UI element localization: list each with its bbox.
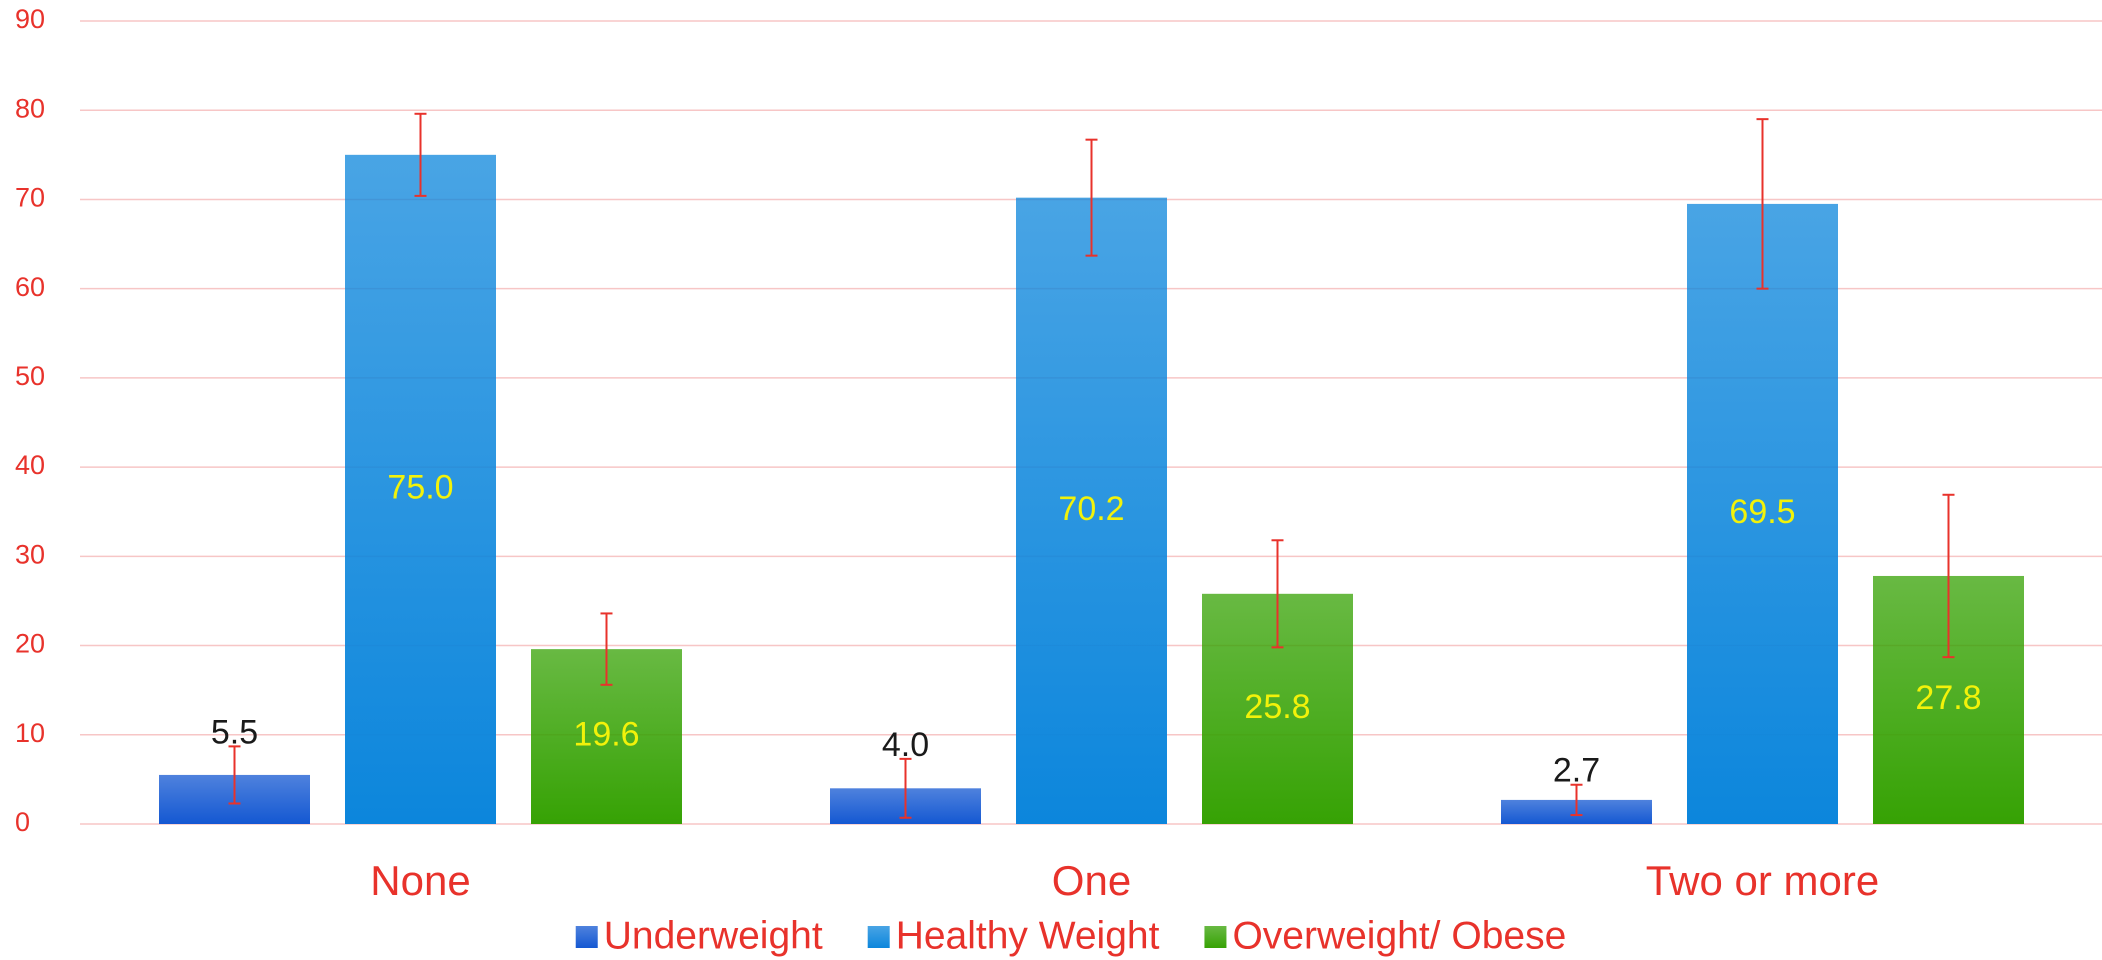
legend-swatch bbox=[575, 926, 598, 948]
x-tick-label: One bbox=[1052, 857, 1131, 904]
error-bar bbox=[228, 745, 241, 805]
y-tick-label: 80 bbox=[15, 93, 45, 123]
legend-label: Overweight/ Obese bbox=[1232, 914, 1566, 957]
x-tick-label: Two or more bbox=[1646, 857, 1879, 904]
error-bar bbox=[600, 612, 613, 686]
y-tick-label: 40 bbox=[15, 450, 45, 480]
legend-label: Underweight bbox=[604, 914, 823, 957]
error-bar bbox=[1570, 783, 1583, 817]
x-tick-label: None bbox=[370, 857, 470, 904]
data-label: 27.8 bbox=[1915, 679, 1981, 717]
bar bbox=[1016, 197, 1167, 824]
bar bbox=[1687, 203, 1838, 825]
y-tick-label: 10 bbox=[15, 718, 45, 748]
bar bbox=[345, 154, 496, 825]
y-tick-label: 0 bbox=[15, 807, 30, 837]
y-tick-label: 90 bbox=[15, 4, 45, 34]
y-tick-label: 70 bbox=[15, 183, 45, 213]
data-label: 2.7 bbox=[1553, 752, 1600, 790]
legend-label: Healthy Weight bbox=[896, 914, 1160, 957]
data-label: 5.5 bbox=[211, 713, 258, 751]
y-tick-label: 30 bbox=[15, 539, 45, 569]
legend-swatch bbox=[1204, 926, 1227, 948]
error-bar bbox=[1085, 138, 1098, 257]
y-tick-label: 50 bbox=[15, 361, 45, 391]
data-label: 69.5 bbox=[1729, 493, 1795, 531]
error-bar bbox=[899, 757, 912, 819]
error-bar bbox=[1271, 539, 1284, 649]
data-label: 70.2 bbox=[1058, 490, 1124, 528]
error-bar bbox=[1942, 493, 1955, 659]
error-bar bbox=[414, 112, 427, 197]
data-label: 75.0 bbox=[387, 468, 453, 506]
legend-swatch bbox=[867, 926, 890, 948]
data-label: 19.6 bbox=[573, 716, 639, 754]
data-label: 4.0 bbox=[882, 726, 929, 764]
y-tick-label: 20 bbox=[15, 629, 45, 659]
y-tick-label: 60 bbox=[15, 272, 45, 302]
data-label: 25.8 bbox=[1244, 688, 1310, 726]
error-bar bbox=[1756, 118, 1769, 290]
